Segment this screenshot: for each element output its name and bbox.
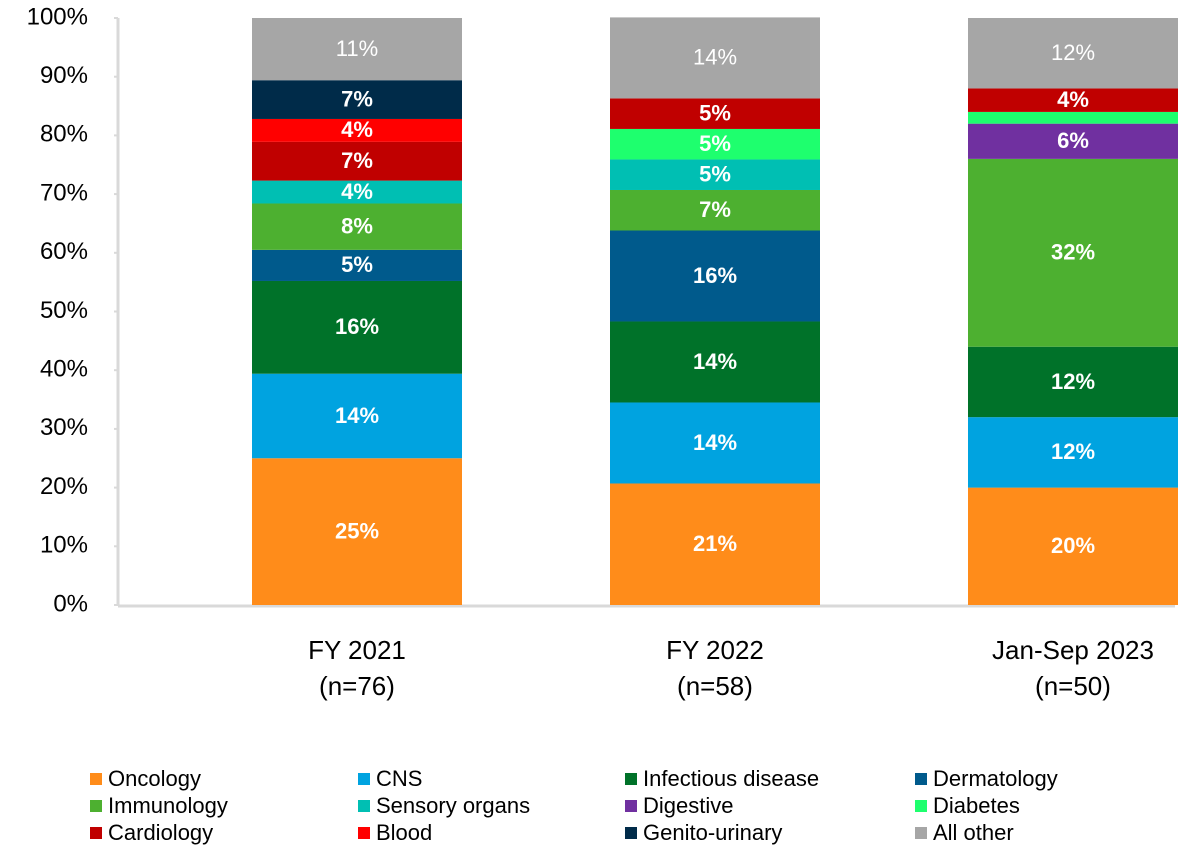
bar-segment (968, 18, 1178, 89)
legend-label: Digestive (643, 793, 733, 818)
legend-swatch (625, 773, 637, 785)
bar-segment (610, 230, 820, 322)
y-tick-label: 70% (40, 179, 88, 206)
data-label: 14% (693, 349, 737, 374)
bar-segment (610, 189, 820, 231)
data-label: 7% (699, 197, 731, 222)
data-label: 16% (335, 314, 379, 339)
bar-segment (252, 80, 462, 119)
legend-label: Immunology (108, 793, 228, 818)
legend-label: Infectious disease (643, 766, 819, 791)
data-label: 14% (693, 430, 737, 455)
legend-swatch (90, 827, 102, 839)
legend-swatch (915, 800, 927, 812)
bar-segment (252, 118, 462, 142)
legend-swatch (358, 827, 370, 839)
legend-label: Diabetes (933, 793, 1020, 818)
data-label: 21% (693, 531, 737, 556)
bar-segment (968, 346, 1178, 418)
data-label: 12% (1051, 439, 1095, 464)
x-tick-sublabel: (n=50) (1035, 671, 1111, 701)
bar-segment (252, 458, 462, 605)
bar-segment (252, 141, 462, 181)
bar-segment (968, 88, 1178, 112)
data-label: 4% (1057, 87, 1089, 112)
data-label: 6% (1057, 128, 1089, 153)
bar-segment (252, 249, 462, 281)
legend-swatch (625, 827, 637, 839)
bar-segment (610, 159, 820, 190)
bar-segment (968, 111, 1178, 124)
data-label: 5% (699, 131, 731, 156)
legend-label: Sensory organs (376, 793, 530, 818)
legend-swatch (90, 773, 102, 785)
y-tick-label: 40% (40, 356, 88, 383)
y-tick-label: 100% (27, 3, 88, 30)
data-label: 7% (341, 148, 373, 173)
legend-swatch (625, 800, 637, 812)
bar-segment (968, 417, 1178, 488)
data-label: 12% (1051, 40, 1095, 65)
bar-segment (610, 402, 820, 484)
data-label: 32% (1051, 240, 1095, 265)
legend-swatch (915, 827, 927, 839)
bar-segment (610, 17, 820, 99)
legend-swatch (358, 800, 370, 812)
data-label: 5% (699, 162, 731, 187)
data-label: 4% (341, 179, 373, 204)
x-tick-label: Jan-Sep 2023 (992, 635, 1154, 665)
data-label: 14% (693, 45, 737, 70)
data-label: 5% (699, 100, 731, 125)
bar-segment (610, 321, 820, 403)
y-tick-label: 90% (40, 62, 88, 89)
bar-segment (252, 180, 462, 204)
legend-label: Oncology (108, 766, 201, 791)
x-tick-label: FY 2022 (666, 635, 764, 665)
data-label: 16% (693, 263, 737, 288)
bar-segment (252, 280, 462, 374)
data-label: 5% (341, 252, 373, 277)
data-label: 20% (1051, 533, 1095, 558)
bar-segment (968, 158, 1178, 347)
data-label: 12% (1051, 369, 1095, 394)
bar-segment (968, 487, 1178, 605)
bar-segment (610, 128, 820, 160)
legend-swatch (90, 800, 102, 812)
bar-segment (252, 373, 462, 459)
data-label: 25% (335, 518, 379, 543)
legend-label: All other (933, 820, 1014, 845)
legend-label: Genito-urinary (643, 820, 782, 845)
x-tick-sublabel: (n=58) (677, 671, 753, 701)
y-tick-label: 30% (40, 414, 88, 441)
bar-segment (610, 98, 820, 129)
legend-label: Blood (376, 820, 432, 845)
data-label: 4% (341, 117, 373, 142)
data-label: 11% (336, 36, 378, 61)
y-tick-label: 50% (40, 297, 88, 324)
y-tick-label: 0% (53, 590, 88, 617)
legend-swatch (915, 773, 927, 785)
bar-segment (252, 18, 462, 81)
data-label: 8% (341, 213, 373, 238)
bar-segment (968, 123, 1178, 159)
y-tick-label: 10% (40, 532, 88, 559)
legend-label: Dermatology (933, 766, 1058, 791)
data-label: 7% (341, 86, 373, 111)
data-label: 14% (335, 403, 379, 428)
y-tick-label: 60% (40, 238, 88, 265)
x-tick-label: FY 2021 (308, 635, 406, 665)
bar-segment (610, 483, 820, 605)
bar-segment (252, 203, 462, 250)
y-tick-label: 20% (40, 473, 88, 500)
legend-label: CNS (376, 766, 422, 791)
legend-label: Cardiology (108, 820, 213, 845)
x-tick-sublabel: (n=76) (319, 671, 395, 701)
y-tick-label: 80% (40, 121, 88, 148)
legend-swatch (358, 773, 370, 785)
